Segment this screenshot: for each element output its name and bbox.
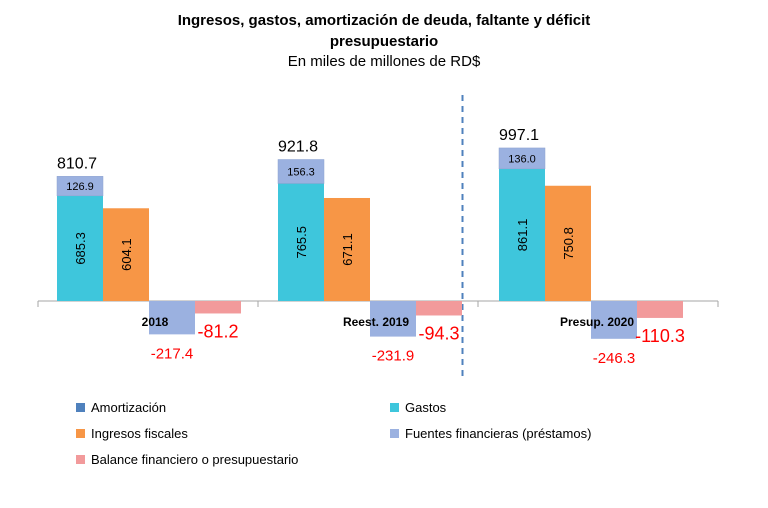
legend-item-balance-financiero: Balance financiero o presupuestario: [76, 452, 298, 468]
category-label: Reest. 2019: [343, 315, 409, 329]
legend-swatch: [390, 429, 399, 438]
data-label-amortizacion: 156.3: [287, 166, 315, 178]
data-label-ingresos-fiscales: 750.8: [561, 227, 576, 260]
chart-title: Ingresos, gastos, amortización de deuda,…: [0, 10, 768, 52]
legend-label: Balance financiero o presupuestario: [91, 452, 299, 467]
bar-fuentes-financieras: [149, 301, 195, 335]
stack-total-label: 997.1: [499, 127, 539, 144]
bar-amortizacion: [56, 176, 104, 197]
bar-fuentes-financieras: [370, 301, 416, 337]
legend-label: Amortización: [91, 400, 167, 415]
bar-fuentes-financieras: [591, 301, 637, 339]
data-label-amortizacion: 136.0: [508, 153, 536, 165]
category-label: Presup. 2020: [560, 315, 634, 329]
chart-title-line-1: Ingresos, gastos, amortización de deuda,…: [177, 12, 591, 29]
legend-item-gastos: Gastos: [390, 400, 446, 416]
legend-label: Ingresos fiscales: [91, 426, 188, 441]
data-label-ingresos-fiscales: 671.1: [340, 233, 355, 266]
legend-swatch: [76, 429, 85, 438]
bar-gastos: [278, 183, 324, 301]
data-label-fuentes-financieras: -246.3: [593, 350, 636, 367]
bar-balance-financiero: [195, 301, 241, 314]
legend-label: Gastos: [405, 400, 447, 415]
bar-ingresos-fiscales: [103, 208, 149, 301]
data-label-amortizacion: 126.9: [66, 181, 94, 193]
data-label-fuentes-financieras: -231.9: [372, 348, 415, 365]
legend-swatch: [76, 403, 85, 412]
legend-label: Fuentes financieras (préstamos): [405, 426, 592, 441]
legend-item-fuentes-financieras: Fuentes financieras (préstamos): [390, 426, 591, 442]
legend-item-amortizacion: Amortización: [76, 400, 166, 416]
bar-amortizacion: [277, 159, 325, 184]
data-label-balance-financiero: -94.3: [418, 323, 459, 343]
chart-title-line-2: presupuestario: [329, 33, 439, 50]
stack-total-label: 921.8: [278, 139, 318, 156]
data-label-gastos: 765.5: [294, 226, 309, 259]
chart-subtitle: En miles de millones de RD$: [287, 53, 481, 70]
data-label-fuentes-financieras: -217.4: [151, 345, 194, 362]
data-label-ingresos-fiscales: 604.1: [119, 238, 134, 271]
legend-item-ingresos-fiscales: Ingresos fiscales: [76, 426, 188, 442]
bar-ingresos-fiscales: [545, 185, 591, 301]
data-label-balance-financiero: -110.3: [635, 326, 685, 346]
data-label-gastos: 861.1: [515, 219, 530, 252]
bar-balance-financiero: [416, 301, 462, 316]
legend-swatch: [390, 403, 399, 412]
data-label-gastos: 685.3: [73, 232, 88, 265]
data-label-balance-financiero: -81.2: [197, 321, 238, 341]
stack-total-label: 810.7: [57, 155, 97, 172]
bar-ingresos-fiscales: [324, 197, 370, 301]
category-label: 2018: [142, 315, 169, 329]
bar-amortizacion: [498, 147, 546, 170]
bar-gastos: [57, 195, 103, 301]
legend-swatch: [76, 455, 85, 464]
bar-balance-financiero: [637, 301, 683, 318]
bar-gastos: [499, 168, 545, 301]
